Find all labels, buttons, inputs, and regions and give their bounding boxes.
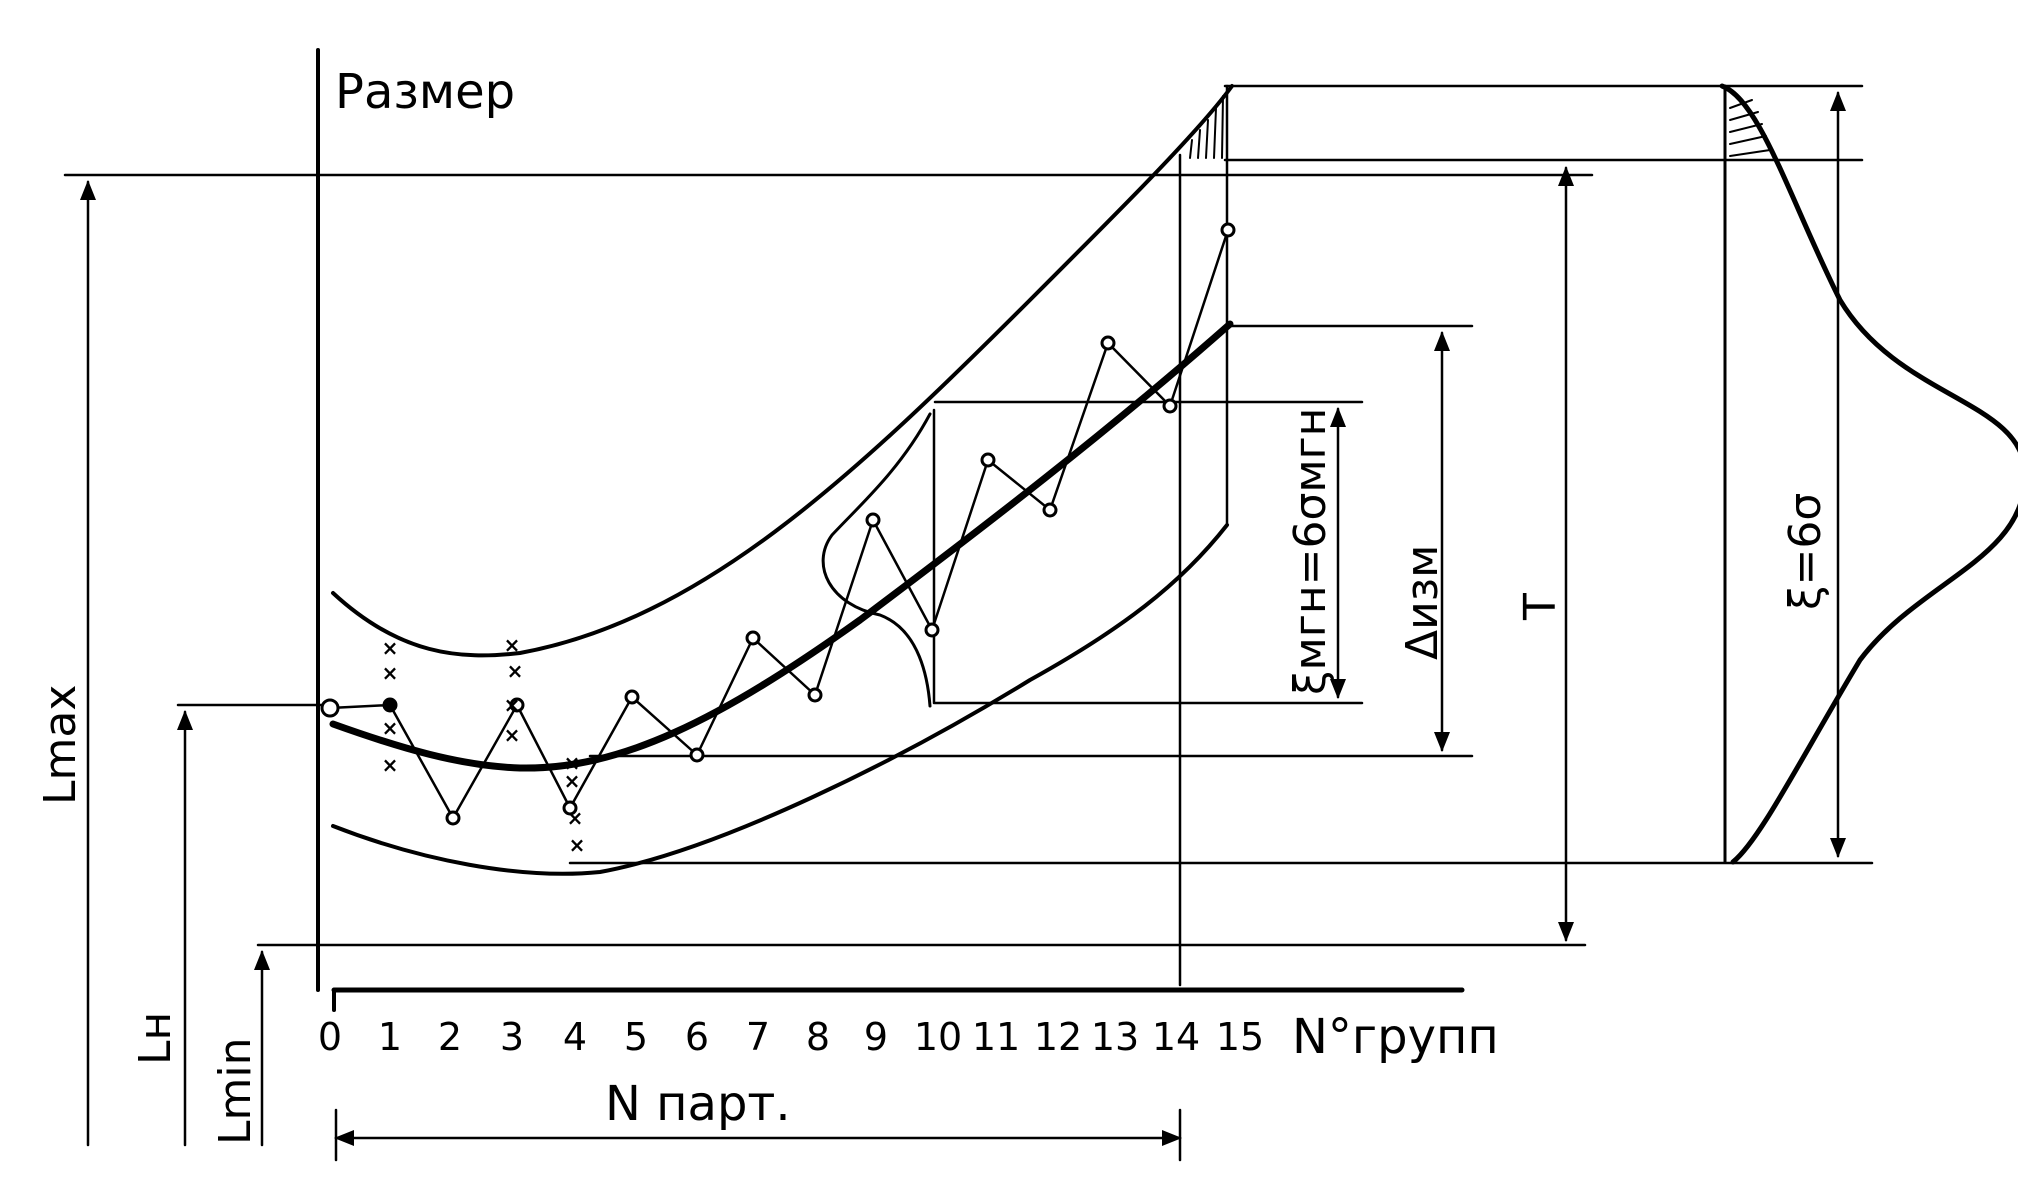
- lmax-label: Lmax: [35, 685, 86, 805]
- group-tick-8: 8: [806, 1015, 830, 1059]
- distribution-hatch: [1729, 99, 1771, 157]
- group-tick-12: 12: [1034, 1015, 1082, 1059]
- cross-mark: ×: [564, 769, 581, 793]
- cross-mark: ×: [504, 633, 521, 657]
- cross-mark: ×: [507, 659, 524, 683]
- cross-mark: ×: [382, 716, 399, 740]
- group-tick-4: 4: [563, 1015, 587, 1059]
- group-tick-11: 11: [972, 1015, 1020, 1059]
- measured-point: [980, 452, 996, 468]
- cross-mark: ×: [569, 833, 586, 857]
- upper-envelope-curve: [331, 84, 1234, 658]
- measured-point: [865, 512, 881, 528]
- measured-point: [320, 698, 340, 718]
- group-tick-3: 3: [500, 1015, 524, 1059]
- normal-distribution-curve: [1719, 83, 2018, 865]
- measured-point: [624, 689, 640, 705]
- group-tick-15: 15: [1216, 1015, 1264, 1059]
- x-axis-label: N°групп: [1292, 1009, 1499, 1065]
- cross-mark: ×: [504, 723, 521, 747]
- measured-point: [1100, 335, 1116, 351]
- xi-mgn-label: ξмгн=6σмгн: [1285, 408, 1336, 695]
- group-tick-0: 0: [318, 1015, 342, 1059]
- measured-points-layer: [320, 222, 1236, 826]
- measured-point: [445, 810, 461, 826]
- measured-point: [689, 747, 705, 763]
- n-part-label: N парт.: [605, 1076, 791, 1132]
- measured-point: [924, 622, 940, 638]
- measured-point: [1220, 222, 1236, 238]
- group-tick-labels: 0 1 2 3 4 5 6 7 8 9 10 11 12 13 14 15: [318, 1015, 1264, 1059]
- upper-hatch: [1189, 95, 1224, 159]
- lmin-label: Lmin: [210, 1038, 261, 1146]
- mean-curve: [329, 320, 1234, 772]
- cross-mark: ×: [564, 751, 581, 775]
- lower-envelope-curve: [331, 523, 1229, 876]
- measured-point: [807, 687, 823, 703]
- group-tick-6: 6: [685, 1015, 709, 1059]
- measured-point: [562, 800, 578, 816]
- measured-point: [1042, 502, 1058, 518]
- cross-mark: ×: [504, 693, 521, 717]
- instantaneous-distribution-curve: [821, 412, 932, 708]
- group-tick-1: 1: [378, 1015, 402, 1059]
- group-tick-2: 2: [438, 1015, 462, 1059]
- scatter-crosses-layer: ××××××××××××: [382, 633, 586, 857]
- group-tick-7: 7: [746, 1015, 770, 1059]
- cross-mark: ×: [382, 753, 399, 777]
- ln-label: Lн: [130, 1012, 181, 1065]
- measured-point: [382, 697, 398, 713]
- group-tick-9: 9: [864, 1015, 888, 1059]
- measured-points-polyline: [328, 228, 1230, 820]
- group-tick-13: 13: [1091, 1015, 1139, 1059]
- measured-point: [1162, 398, 1178, 414]
- group-tick-10: 10: [914, 1015, 962, 1059]
- cross-mark: ×: [382, 636, 399, 660]
- group-tick-5: 5: [624, 1015, 648, 1059]
- measured-point: [509, 697, 525, 713]
- xi-label: ξ=6σ: [1780, 493, 1831, 610]
- t-label: T: [1515, 593, 1566, 621]
- cross-mark: ×: [567, 806, 584, 830]
- delta-izm-label: Δизм: [1397, 545, 1448, 660]
- y-axis-label: Размер: [335, 64, 515, 120]
- cross-mark: ×: [382, 661, 399, 685]
- measured-point: [745, 630, 761, 646]
- group-tick-14: 14: [1152, 1015, 1200, 1059]
